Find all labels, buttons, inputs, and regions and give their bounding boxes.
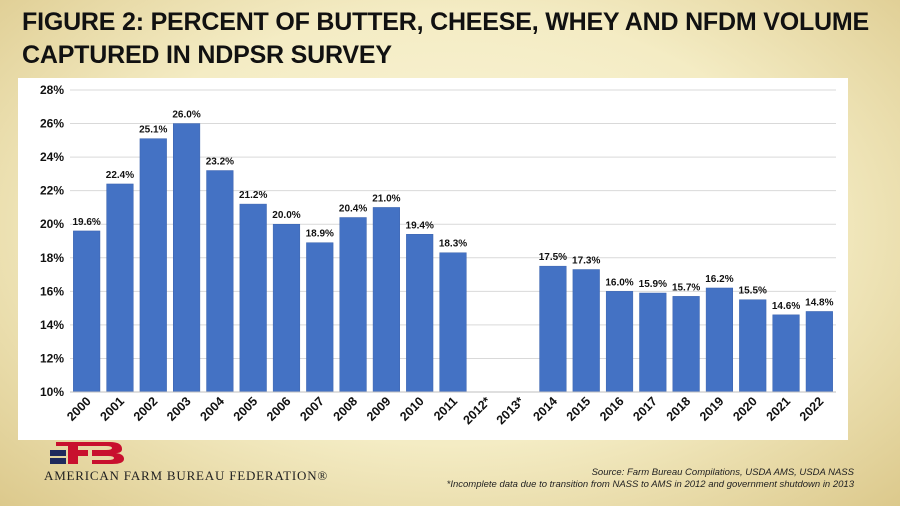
chart-plot-area: 10% 12% 14% 16% 18% 20% 22% 24% 26% 28% 19.6% 2000 2…: [18, 78, 848, 440]
y-tick-label: 10%: [40, 385, 64, 399]
data-label: 26.0%: [172, 110, 200, 121]
farm-bureau-logo-icon: [50, 442, 124, 464]
x-tick-label: 2016: [597, 394, 627, 424]
x-tick-label: 2012*: [460, 394, 493, 427]
x-tick-label: 2002: [131, 394, 161, 424]
data-label: 15.7%: [672, 282, 700, 293]
data-label: 22.4%: [106, 170, 134, 181]
x-tick-label: 2022: [797, 394, 827, 424]
x-tick-label: 2005: [231, 394, 261, 424]
x-tick-label: 2019: [697, 394, 727, 424]
x-tick-label: 2020: [730, 394, 760, 424]
data-label: 20.4%: [339, 204, 367, 215]
footnote-line: *Incomplete data due to transition from …: [446, 479, 854, 490]
y-tick-label: 20%: [40, 217, 64, 231]
bar: [805, 311, 833, 393]
data-label: 16.2%: [705, 274, 733, 285]
bar: [206, 170, 234, 393]
bar: [639, 292, 667, 393]
source-line: Source: Farm Bureau Compilations, USDA A…: [591, 467, 854, 478]
bar: [73, 230, 101, 393]
data-label: 20.0%: [272, 210, 300, 221]
x-tick-label: 2009: [364, 394, 394, 424]
bar: [572, 269, 600, 393]
data-label: 25.1%: [139, 125, 167, 136]
y-tick-label: 14%: [40, 318, 64, 332]
bar: [739, 299, 767, 393]
data-label: 14.8%: [805, 297, 833, 308]
bar: [439, 252, 467, 393]
data-label: 14.6%: [772, 301, 800, 312]
bar: [605, 291, 634, 393]
y-tick-label: 12%: [40, 351, 64, 365]
x-tick-label: 2006: [264, 394, 294, 424]
data-label: 21.2%: [239, 190, 267, 201]
data-label: 18.9%: [306, 229, 334, 240]
x-tick-label: 2013*: [494, 394, 527, 427]
bar: [406, 234, 434, 393]
data-label: 21.0%: [372, 193, 400, 204]
bar: [539, 265, 567, 393]
bar: [239, 203, 267, 393]
x-tick-label: 2014: [530, 394, 560, 424]
x-tick-label: 2015: [564, 394, 594, 424]
y-tick-label: 18%: [40, 251, 64, 265]
bar: [672, 296, 700, 393]
x-tick-label: 2008: [331, 394, 361, 424]
x-tick-label: 2007: [297, 394, 327, 424]
bar-chart: 10%12%14%16%18%20%22%24%26%28%19.6%20002…: [40, 83, 836, 427]
x-tick-label: 2011: [431, 394, 460, 423]
x-tick-label: 2021: [764, 394, 794, 424]
bar: [106, 183, 134, 393]
y-tick-label: 16%: [40, 284, 64, 298]
bar: [372, 207, 400, 393]
y-tick-label: 26%: [40, 117, 64, 131]
bar: [272, 223, 301, 393]
organization-name: AMERICAN FARM BUREAU FEDERATION®: [44, 468, 329, 483]
data-label: 17.3%: [572, 256, 600, 267]
data-label: 17.5%: [539, 252, 567, 263]
chart-title: FIGURE 2: PERCENT OF BUTTER, CHEESE, WHE…: [22, 8, 869, 69]
data-label: 15.9%: [639, 279, 667, 290]
data-label: 16.0%: [605, 277, 633, 288]
bar: [772, 314, 800, 393]
source-notes: Source: Farm Bureau Compilations, USDA A…: [447, 467, 854, 491]
y-tick-label: 22%: [40, 184, 64, 198]
bar: [306, 242, 334, 393]
bar: [139, 138, 167, 393]
x-tick-label: 2010: [397, 394, 427, 424]
data-label: 18.3%: [439, 239, 467, 250]
x-tick-label: 2017: [630, 394, 660, 424]
bar: [705, 287, 734, 393]
y-tick-label: 28%: [40, 83, 64, 97]
data-label: 19.4%: [406, 220, 434, 231]
x-tick-label: 2004: [197, 394, 227, 424]
x-tick-label: 2003: [164, 394, 194, 424]
y-tick-label: 24%: [40, 150, 64, 164]
x-tick-label: 2018: [664, 394, 694, 424]
bar: [339, 217, 367, 393]
bar: [172, 123, 201, 393]
x-tick-label: 2001: [98, 394, 128, 424]
data-label: 23.2%: [206, 157, 234, 168]
data-label: 15.5%: [739, 286, 767, 297]
data-label: 19.6%: [72, 217, 100, 228]
x-tick-label: 2000: [64, 394, 94, 424]
